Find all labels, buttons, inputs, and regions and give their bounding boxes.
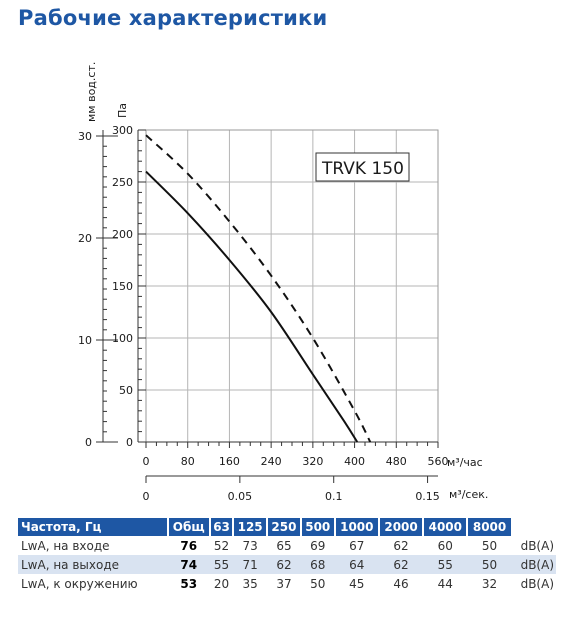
y-secondary-tick-label: 30 xyxy=(78,130,92,143)
x-primary-tick-label: 0 xyxy=(143,455,150,468)
y-primary-tick-label: 300 xyxy=(112,124,133,137)
table-header-cell: 4000 xyxy=(423,518,469,536)
x-secondary-axis-title-text: м³/сек. xyxy=(449,488,488,501)
x-primary-axis-title-text: м³/час xyxy=(447,456,483,469)
row-value: 55 xyxy=(209,555,234,574)
x-primary-tick-label: 240 xyxy=(261,455,282,468)
y-primary-tick-label: 150 xyxy=(112,280,133,293)
x-primary-tick-label: 560 xyxy=(428,455,449,468)
row-unit: dB(A) xyxy=(520,538,554,553)
table-header-cell: 500 xyxy=(300,518,336,536)
table-header-cell: 125 xyxy=(233,518,269,536)
chart-grid xyxy=(146,130,438,442)
row-label: LwA, на выходе xyxy=(18,555,168,574)
y-primary-tick-label: 0 xyxy=(126,436,133,449)
x-secondary-axis: 0 0.05 0.1 0.15 xyxy=(143,475,440,503)
row-total: 74 xyxy=(167,555,210,574)
x-primary-tick-label: 160 xyxy=(219,455,240,468)
table-header-cell: 1000 xyxy=(334,518,380,536)
row-value: 71 xyxy=(233,555,268,574)
row-value: 45 xyxy=(349,576,365,591)
y-secondary-axis: 0 10 20 30 xyxy=(78,130,118,449)
row-value: 62 xyxy=(267,555,301,574)
curves xyxy=(145,134,372,443)
row-value: 32 xyxy=(481,576,498,591)
y-secondary-tick-label: 10 xyxy=(78,334,92,347)
x-secondary-tick-label: 0.05 xyxy=(228,490,253,503)
table-header-cell: Общ xyxy=(167,518,211,536)
curve-solid xyxy=(145,170,359,443)
x-primary-tick-label: 80 xyxy=(181,455,195,468)
row-value: 73 xyxy=(242,538,258,553)
table-row: LwA, на выходе 74 55 71 62 68 64 62 55 50 dB(A) xyxy=(18,555,556,574)
row-label: LwA, на входе xyxy=(21,538,110,553)
x-primary-axis: 0 80 160 240 320 400 480 560 xyxy=(143,441,449,468)
x-primary-axis-title: м³/час xyxy=(447,456,483,469)
x-primary-tick-label: 400 xyxy=(344,455,365,468)
row-unit: dB(A) xyxy=(520,576,554,591)
row-value: 64 xyxy=(334,555,379,574)
row-value: 67 xyxy=(349,538,365,553)
y-primary-axis-title: Па xyxy=(116,103,129,118)
table-header-cell: 250 xyxy=(267,518,302,536)
y-secondary-tick-label: 0 xyxy=(85,436,92,449)
x-secondary-axis-title: м³/сек. xyxy=(449,488,488,501)
x-secondary-tick-label: 0.1 xyxy=(325,490,343,503)
y-primary-tick-label: 250 xyxy=(112,176,133,189)
x-primary-tick-label: 320 xyxy=(302,455,323,468)
page-title: Рабочие характеристики xyxy=(18,6,328,30)
y-primary-axis: 0 50 100 150 200 250 300 xyxy=(112,124,146,449)
y-secondary-axis-title: мм вод.ст. xyxy=(85,62,98,122)
x-secondary-tick-label: 0 xyxy=(143,490,150,503)
row-value: 62 xyxy=(378,555,424,574)
row-value: 46 xyxy=(393,576,409,591)
table-header-cell: 8000 xyxy=(467,518,513,536)
row-value: 37 xyxy=(276,576,292,591)
row-value: 55 xyxy=(423,555,468,574)
performance-chart: 0 10 20 30 0 50 100 150 200 250 300 0 80 160 240 320 4… xyxy=(78,62,488,503)
x-secondary-tick-label: 0.15 xyxy=(415,490,440,503)
row-total: 76 xyxy=(180,538,198,553)
row-label: LwA, к окружению xyxy=(21,576,138,591)
sound-power-table: Частота, Гц Общ 63 125 250 500 1000 2000 4000 800… xyxy=(18,518,556,593)
table-header-row: Частота, Гц Общ 63 125 250 500 1000 2000 4000 800… xyxy=(18,518,556,536)
y-primary-tick-label: 200 xyxy=(112,228,133,241)
row-total: 53 xyxy=(180,576,198,591)
row-value: 69 xyxy=(310,538,326,553)
table-header-label: Частота, Гц xyxy=(18,518,169,536)
y-primary-tick-label: 50 xyxy=(119,384,133,397)
row-value: 50 xyxy=(310,576,326,591)
row-unit: dB(A) xyxy=(511,555,556,574)
row-value: 50 xyxy=(467,555,512,574)
model-label: TRVK 150 xyxy=(321,159,404,179)
x-primary-tick-label: 480 xyxy=(386,455,407,468)
row-value: 44 xyxy=(437,576,453,591)
row-value: 35 xyxy=(242,576,258,591)
row-value: 68 xyxy=(300,555,335,574)
row-value: 52 xyxy=(213,538,230,553)
model-label-box xyxy=(315,152,410,182)
table-header-cell: 63 xyxy=(209,518,235,536)
table-row: LwA, на входе 76 52 73 65 69 67 62 60 50 dB(A) xyxy=(18,536,556,555)
row-value: 62 xyxy=(393,538,409,553)
row-value: 65 xyxy=(276,538,292,553)
row-value: 60 xyxy=(437,538,453,553)
table-row: LwA, к окружению 53 20 35 37 50 45 46 44 32 dB(A) xyxy=(18,574,556,593)
row-value: 50 xyxy=(481,538,498,553)
y-primary-tick-label: 100 xyxy=(112,332,133,345)
table-header-cell: 2000 xyxy=(378,518,425,536)
y-secondary-tick-label: 20 xyxy=(78,232,92,245)
row-value: 20 xyxy=(213,576,230,591)
curve-dashed xyxy=(145,134,372,443)
table-header-unit-spacer xyxy=(511,518,556,536)
